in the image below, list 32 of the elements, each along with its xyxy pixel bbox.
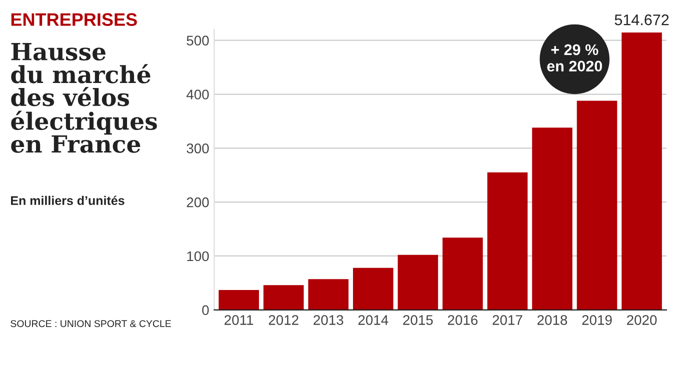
x-tick-label: 2014: [358, 315, 388, 325]
x-tick-label: 2012: [268, 315, 298, 325]
bar: [532, 128, 572, 310]
bar: [218, 290, 259, 310]
y-tick-label: 200: [186, 197, 209, 208]
bar: [576, 100, 618, 310]
y-tick-label: 500: [186, 36, 209, 46]
bar: [622, 32, 662, 310]
y-tick-label: 100: [187, 251, 209, 262]
y-tick-label: 300: [186, 144, 209, 154]
x-tick-label: 2015: [403, 315, 433, 325]
source-note: SOURCE : UNION SPORT & CYCLE: [10, 320, 171, 328]
bar: [487, 172, 528, 310]
annotation: + 29 % en 2020: [547, 44, 602, 72]
x-tick-label: 2019: [582, 315, 612, 325]
x-tick-label: 2011: [224, 315, 254, 325]
bar: [352, 268, 394, 310]
bar: [263, 285, 304, 310]
data-label: 514.672: [614, 14, 669, 26]
bar: [308, 279, 349, 310]
x-tick-label: 2017: [492, 315, 522, 325]
x-tick-label: 2020: [627, 315, 657, 325]
bar: [442, 238, 483, 310]
text: ENTREPRISES: [11, 13, 137, 26]
text: En milliers d’unités: [11, 196, 124, 206]
text: Hausse du marché des vélos électriques en France: [11, 42, 157, 153]
x-tick-label: 2018: [537, 315, 568, 325]
x-tick-label: 2013: [314, 315, 344, 325]
bar: [398, 254, 438, 310]
y-tick-label: 400: [186, 90, 209, 100]
x-tick-label: 2016: [448, 315, 478, 325]
y-tick-label: 0: [202, 305, 209, 316]
